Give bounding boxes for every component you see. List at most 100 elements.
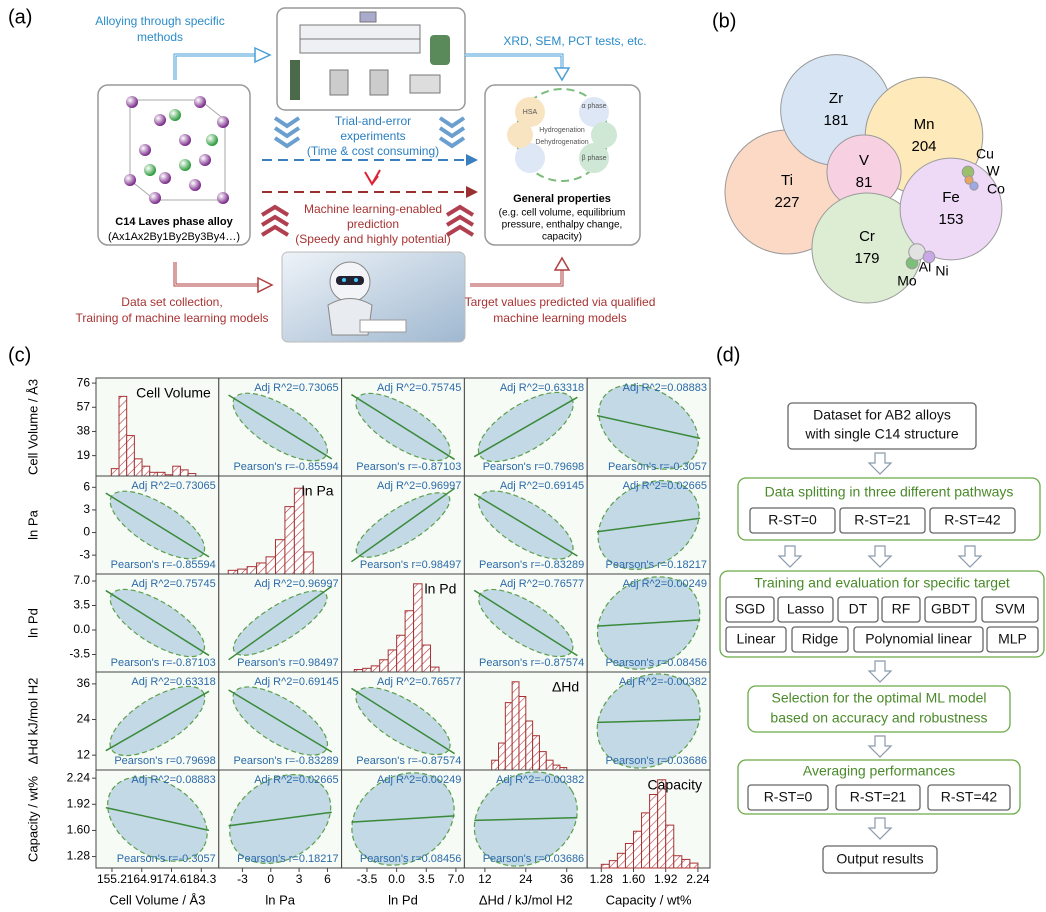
bubble-value: 181 (823, 112, 848, 129)
histogram-bar (110, 468, 120, 477)
dataset-label: Data set collection, (121, 295, 222, 309)
x-tick-label: -3.5 (357, 872, 378, 886)
histogram-bar (538, 751, 547, 771)
histogram-bar (649, 794, 659, 869)
histogram-bar (665, 824, 675, 869)
bubble-value: 179 (854, 250, 879, 267)
diag-title: ln Pd (424, 581, 456, 597)
histogram-bar (525, 720, 534, 771)
x-tick-label: 1.92 (654, 872, 678, 886)
fit-line (597, 718, 701, 724)
bubble-name: Ni (935, 263, 948, 279)
pearson-label: Pearson's r=-0.85594 (233, 461, 338, 473)
histogram-bar (504, 702, 513, 771)
pearson-label: Pearson's r=0.08456 (606, 657, 707, 669)
box (853, 626, 984, 653)
adj-r2-label: Adj R^2=0.96997 (254, 578, 338, 590)
y-tick-label: 57 (77, 399, 91, 413)
bubble-name: Cr (859, 228, 875, 245)
x-tick-label: 1.60 (622, 872, 646, 886)
histogram-bar (246, 566, 258, 575)
flow-text: R-ST=21 (854, 512, 911, 528)
fit-line (596, 619, 701, 627)
alloy-formula: (Ax1Ax2By1By2By3By4…) (108, 231, 240, 243)
histogram-bar (413, 583, 423, 673)
bubble (964, 175, 974, 185)
box (787, 402, 977, 450)
y-tick-label: 0.0 (73, 622, 90, 636)
adj-r2-label: Adj R^2=0.63318 (500, 382, 584, 394)
x-tick-label: 12 (478, 872, 492, 886)
y-tick-label: 3.5 (73, 598, 90, 612)
box (725, 626, 787, 653)
panel-d: Dataset for AB2 alloys with single C14 st… (719, 402, 1045, 874)
bubble-name: Zr (829, 90, 843, 107)
trial-label: Trial-and-error (335, 114, 411, 128)
trial-label: experiments (340, 129, 405, 143)
histogram-bar (379, 659, 389, 673)
histogram-bar (491, 759, 500, 771)
adj-r2-label: Adj R^2=0.73065 (131, 480, 215, 492)
pearson-label: Pearson's r=-0.83289 (479, 559, 584, 571)
y-tick-label: 36 (77, 676, 91, 690)
bubble-name: V (859, 152, 869, 169)
histogram-bar (303, 551, 314, 575)
y-tick-label: -3 (79, 547, 90, 561)
fit-line (228, 689, 333, 753)
histogram-bar (673, 855, 683, 869)
fit-line (351, 393, 455, 461)
panel-label: (d) (716, 344, 740, 366)
fit-line (105, 589, 210, 657)
box (747, 784, 829, 811)
adj-r2-label: Adj R^2=0.76577 (377, 676, 461, 688)
flow-text: R-ST=42 (944, 512, 1001, 528)
flow-text: Output results (836, 851, 923, 867)
histogram-bar (681, 858, 691, 869)
flow-text: Polynomial linear (865, 631, 972, 647)
pearson-label: Pearson's r=0.79698 (483, 461, 584, 473)
pearson-label: Pearson's r=0.18217 (606, 559, 707, 571)
y-tick-label: 0 (83, 525, 90, 539)
bubble-value: 153 (938, 211, 963, 228)
y-axis-label: Capacity / wt% (25, 776, 40, 862)
bubble-name: Mo (897, 273, 917, 289)
flow-text: MLP (998, 631, 1027, 647)
box (725, 596, 775, 623)
panel-a-shapes (97, 7, 641, 343)
y-tick-label: 7.0 (73, 573, 90, 587)
x-tick-label: 0 (267, 872, 274, 886)
fit-line (105, 806, 210, 832)
diag-title: ln Pa (302, 483, 334, 499)
bubble-name: Co (987, 181, 1005, 197)
histogram-bar (657, 779, 667, 869)
flow-arrow (957, 545, 983, 568)
histogram-bar (284, 506, 295, 575)
fit-line (596, 414, 701, 440)
bubble-name: Mn (914, 116, 935, 133)
x-axis-label: Capacity / wt% (606, 892, 692, 907)
x-tick-label: 3 (296, 872, 303, 886)
flow-text: Dataset for AB2 alloys (813, 407, 951, 423)
fit-line (105, 690, 210, 752)
target-label: machine learning models (493, 311, 626, 325)
adj-r2-label: Adj R^2=0.73065 (254, 382, 338, 394)
flow-text: Averaging performances (803, 763, 955, 779)
y-tick-label: 6 (83, 479, 90, 493)
histogram-bar (362, 667, 372, 673)
histogram-bar (133, 458, 143, 477)
adj-r2-label: Adj R^2=0.96997 (377, 480, 461, 492)
flow-text: Training and evaluation for specific tar… (754, 575, 1010, 591)
histogram-bar (616, 852, 626, 869)
cycle-label: α phase (581, 103, 606, 110)
histogram-bar (404, 610, 415, 673)
flow-text: with single C14 structure (804, 426, 959, 442)
y-tick-label: 19 (77, 448, 91, 462)
histogram-bar (532, 735, 540, 771)
histogram-bar (265, 556, 276, 575)
ml-label: prediction (347, 217, 399, 231)
histogram-bar (256, 562, 267, 575)
x-tick-label: 3.5 (418, 872, 435, 886)
flow-text: Lasso (787, 601, 825, 617)
pearson-label: Pearson's r=-0.87574 (479, 657, 584, 669)
fit-line (105, 492, 210, 558)
